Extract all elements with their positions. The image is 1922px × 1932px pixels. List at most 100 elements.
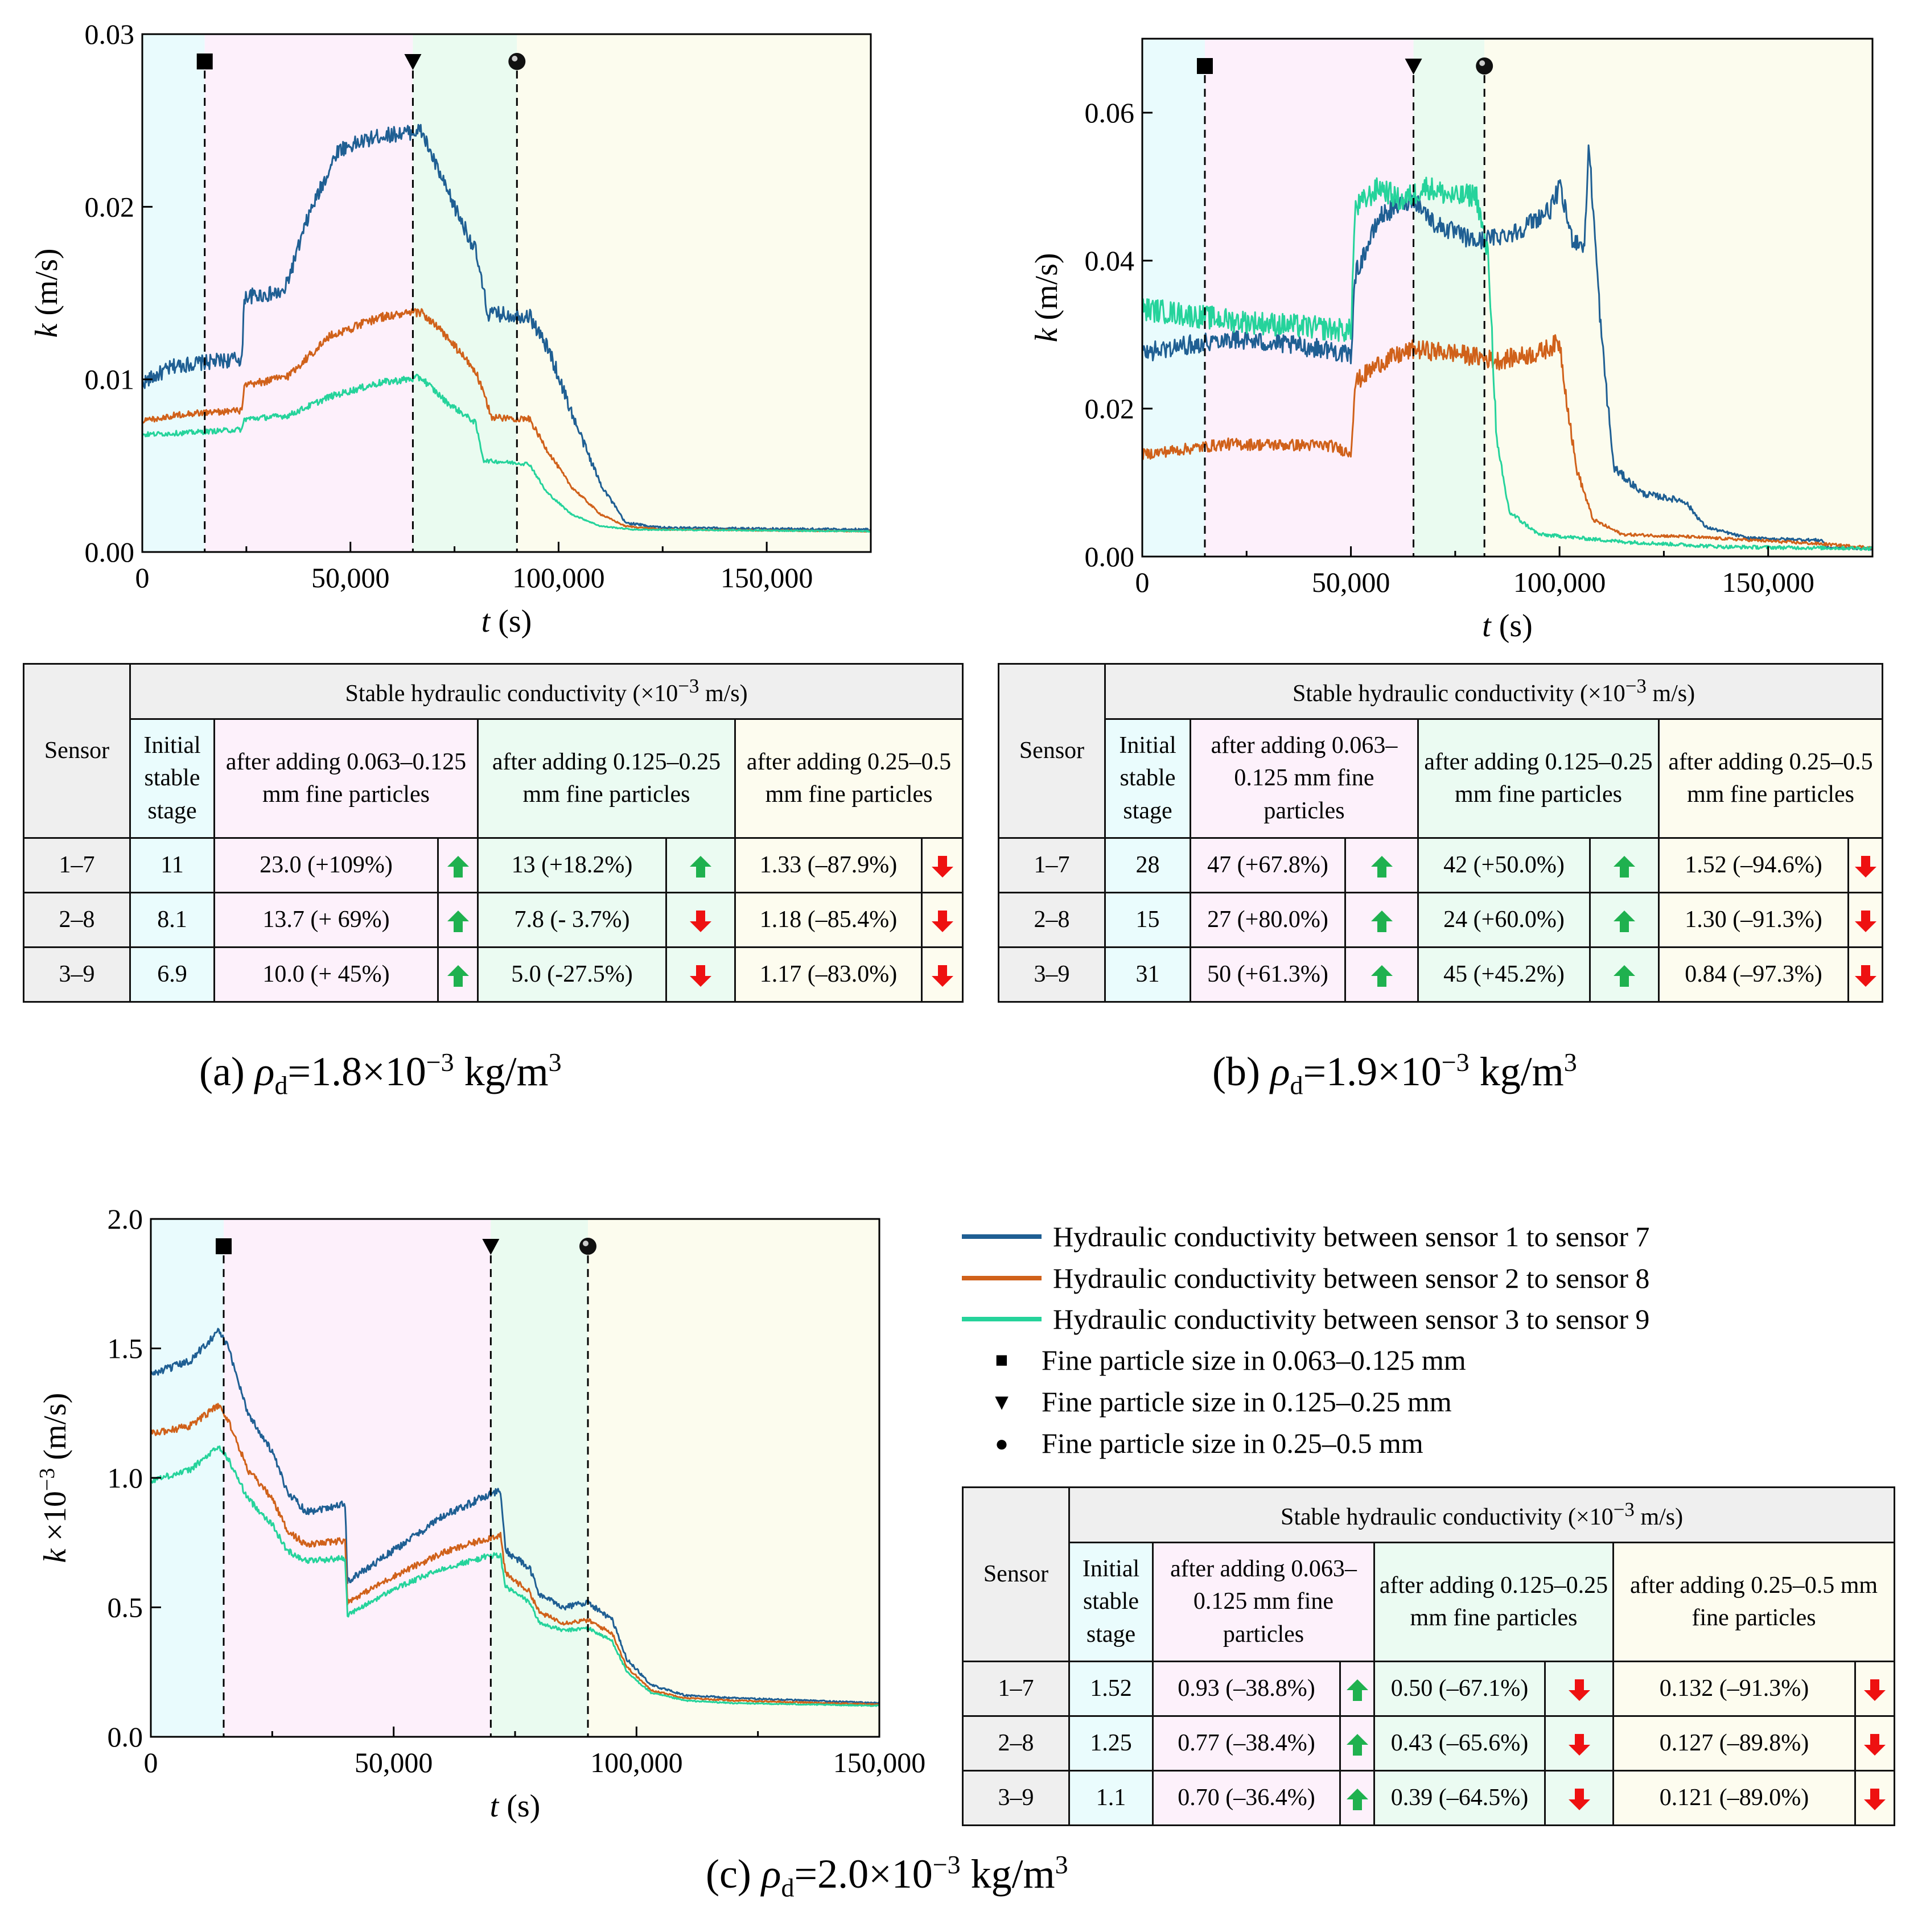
sensor-cell: 2–8 [23,892,131,948]
stage-band-3 [1413,39,1485,557]
x-tick-label: 50,000 [311,562,390,594]
initial-cell: 8.1 [129,892,215,948]
y-tick-label: 1.5 [108,1333,143,1365]
arrow-up-icon [1346,1679,1368,1702]
p1-arrow [1339,1715,1375,1772]
table-row: 3–9 1.1 0.70 (–36.4%) 0.39 (–64.5%) 0.121 (–… [962,1770,1896,1826]
arrow-up-icon [1614,856,1635,878]
p1-arrow [1339,1661,1375,1717]
table-row: 2–8 1.25 0.77 (–38.4%) 0.43 (–65.6%) 0.127 (… [962,1715,1896,1772]
initial-cell: 1.25 [1068,1715,1154,1772]
p1-cell: 27 (+80.0%) [1190,892,1346,948]
col-initial-header: Initial stable stage [1104,718,1191,839]
p1-cell: 50 (+61.3%) [1190,946,1346,1003]
arrow-down-icon [690,911,711,933]
p2-cell: 24 (+60.0%) [1417,892,1591,948]
stage-band-2 [224,1219,491,1737]
arrow-down-icon [1568,1734,1590,1756]
p3-cell: 1.33 (–87.9%) [734,837,923,893]
legend-marker-3: ● Fine particle size in 0.25–0.5 mm [962,1426,1423,1460]
x-tick-label: 100,000 [590,1746,683,1778]
square-marker-icon: ■ [995,1348,1009,1372]
table-row: 3–9 6.9 10.0 (+ 45%) 5.0 (-27.5%) 1.17 (–83.… [23,946,964,1003]
series-line-2–8 [1141,334,1874,550]
p3-cell: 0.84 (–97.3%) [1658,946,1849,1003]
initial-cell: 15 [1104,892,1191,948]
p2-cell: 0.39 (–64.5%) [1373,1770,1546,1826]
p2-arrow [665,946,736,1003]
circle-marker-icon: ● [994,1430,1009,1456]
y-axis-label: k (m/s) [29,248,64,337]
chart-b: 0 50,000 100,000 150,000 0.00 0.02 0.04 0.06 t (… [1029,38,1874,644]
p1-cell: 10.0 (+ 45%) [213,946,439,1003]
arrow-down-icon [931,856,953,878]
table-c: Sensor Stable hydraulic conductivity (×1… [962,1486,1896,1826]
circle-marker [579,1238,596,1255]
p1-cell: 47 (+67.8%) [1190,837,1346,893]
p2-arrow [1544,1770,1614,1826]
p1-cell: 0.93 (–38.8%) [1152,1661,1341,1717]
triangle-marker [1405,59,1422,75]
initial-cell: 1.52 [1068,1661,1154,1717]
p2-arrow [665,892,736,948]
series-line-3–9 [150,1445,880,1707]
circle-marker [508,53,526,70]
p2-cell: 45 (+45.2%) [1417,946,1591,1003]
arrow-down-icon [1568,1679,1590,1702]
p1-cell: 13.7 (+ 69%) [213,892,439,948]
x-tick-label: 0 [1135,566,1150,598]
p3-cell: 0.121 (–89.0%) [1612,1770,1856,1826]
caption-a: (a) ρd=1.8×10−3 kg/m3 [199,1048,562,1100]
y-tick-label: 0.03 [85,18,135,50]
initial-cell: 31 [1104,946,1191,1003]
p1-arrow [437,837,479,893]
legend-label-2: Hydraulic conductivity between sensor 2 … [1053,1262,1650,1294]
col-p1-header: after adding 0.063–0.125 mm fine particl… [1152,1542,1375,1662]
p1-arrow [1344,837,1419,893]
x-tick-label: 50,000 [355,1746,433,1778]
initial-cell: 28 [1104,837,1191,893]
p1-arrow [1344,946,1419,1003]
col-p2-header: after adding 0.125–0.25 mm fine particle… [477,718,736,839]
p1-cell: 0.77 (–38.4%) [1152,1715,1341,1772]
arrow-up-icon [1346,1789,1368,1811]
arrow-up-icon [1370,911,1393,933]
square-marker [1196,58,1213,74]
col-p3-header: after adding 0.25–0.5 mm fine particles [734,718,964,839]
y-tick-label: 0.00 [85,536,135,568]
table-header: Stable hydraulic conductivity (×10−3 m/s… [1068,1486,1896,1543]
triangle-marker-icon: ▼ [990,1389,1013,1415]
p2-arrow [1589,837,1660,893]
plot-frame [141,33,872,553]
col-sensor-header: Sensor [998,663,1106,839]
arrow-down-icon [1864,1679,1886,1702]
sensor-cell: 1–7 [962,1661,1070,1717]
caption-c: (c) ρd=2.0×10−3 kg/m3 [706,1850,1068,1902]
table-row: 1–7 28 47 (+67.8%) 42 (+50.0%) 1.52 (–94.6%) [998,837,1884,893]
y-tick-label: 1.0 [108,1462,143,1494]
x-tick-label: 100,000 [1513,566,1606,598]
x-tick-label: 0 [144,1746,158,1778]
arrow-down-icon [1854,965,1876,987]
table-row: 2–8 8.1 13.7 (+ 69%) 7.8 (- 3.7%) 1.18 (–85.… [23,892,964,948]
p3-cell: 1.52 (–94.6%) [1658,837,1849,893]
stage-band-3 [413,34,517,552]
table-a: Sensor Stable hydraulic conductivity (×1… [23,663,964,1003]
sensor-cell: 3–9 [23,946,131,1003]
p2-cell: 0.50 (–67.1%) [1373,1661,1546,1717]
arrow-down-icon [690,965,711,987]
legend-line-1: Hydraulic conductivity between sensor 1 … [962,1220,1649,1254]
legend-swatch-3 [962,1317,1042,1321]
y-axis-label: k ×10−3 (m/s) [35,1393,73,1563]
y-tick-label: 0.02 [85,191,135,223]
sensor-cell: 3–9 [962,1770,1070,1826]
series-line-3–9 [1141,176,1873,551]
legend-line-2: Hydraulic conductivity between sensor 2 … [962,1261,1649,1295]
legend-label-1: Hydraulic conductivity between sensor 1 … [1053,1221,1650,1253]
y-tick-label: 0.04 [1085,245,1135,277]
x-tick-label: 100,000 [512,562,605,594]
sensor-cell: 1–7 [23,837,131,893]
p3-arrow [920,837,964,893]
y-tick-label: 0.5 [108,1592,143,1624]
x-axis-label: t (s) [490,1789,541,1824]
